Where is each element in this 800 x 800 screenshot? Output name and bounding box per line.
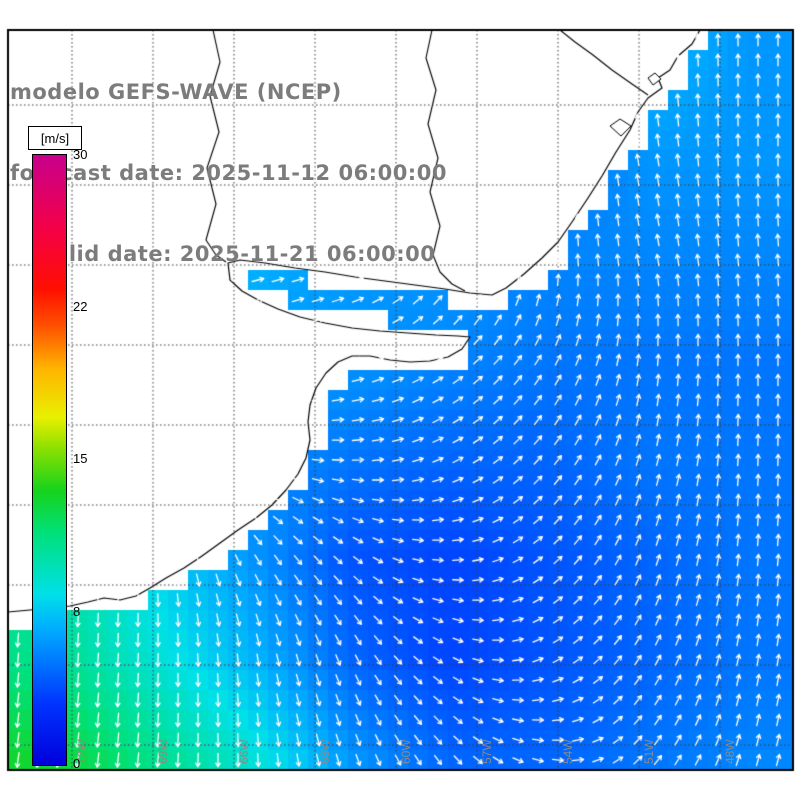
lon-label-48W: 48W — [723, 739, 737, 764]
lon-label-69W: 69W — [156, 739, 170, 764]
colorbar-tick-30: 30 — [73, 147, 88, 162]
lon-label-57W: 57W — [480, 739, 494, 764]
colorbar-unit-label: [m/s] — [28, 126, 82, 150]
colorbar-tick-0: 0 — [73, 756, 81, 771]
colorbar-tick-15: 15 — [73, 451, 88, 466]
lon-label-63W: 63W — [318, 739, 332, 764]
colorbar-gradient — [32, 154, 67, 766]
lon-label-51W: 51W — [642, 739, 656, 764]
lon-label-54W: 54W — [561, 739, 575, 764]
colorbar-tick-22: 22 — [73, 299, 88, 314]
lon-label-66W: 66W — [237, 739, 251, 764]
colorbar: [m/s] 30 22 15 8 0 — [28, 126, 102, 778]
model-name-title: modelo GEFS-WAVE (NCEP) — [10, 80, 342, 104]
lon-label-60W: 60W — [399, 739, 413, 764]
colorbar-tick-8: 8 — [73, 604, 81, 619]
